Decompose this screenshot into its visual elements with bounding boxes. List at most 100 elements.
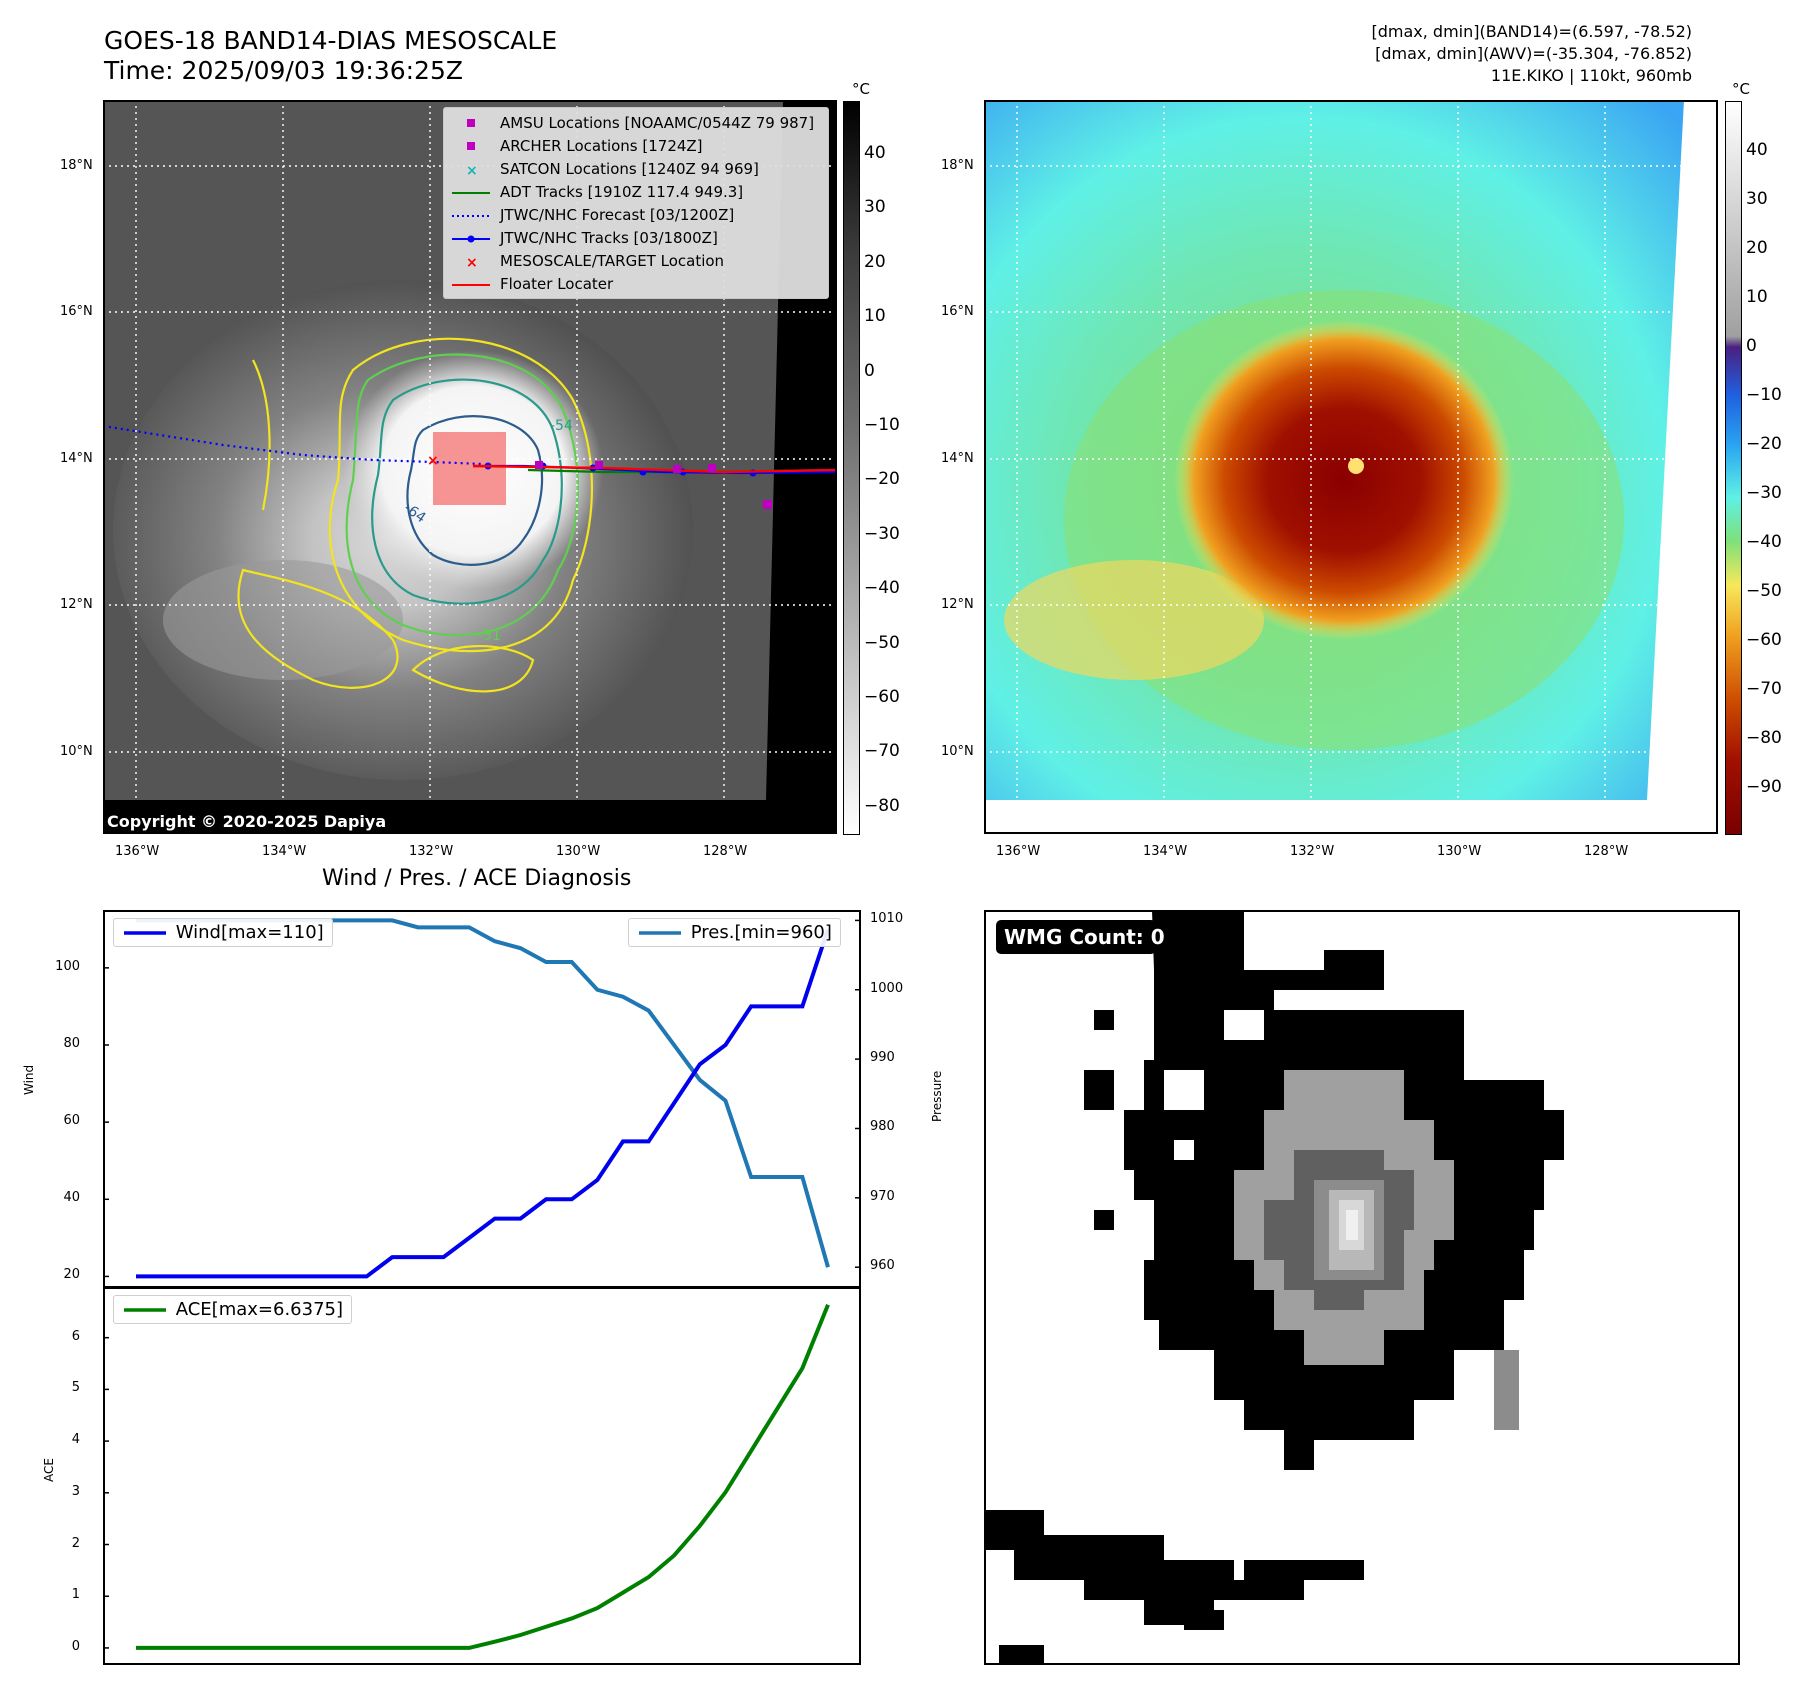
lat-label: 10°N [941,744,974,759]
legend-archer: ARCHER Locations [1724Z] [450,135,824,158]
lon-label: 128°W [703,844,748,859]
ir-rainband [163,560,403,680]
lon-label: 136°W [115,844,160,859]
pressure-tick-label: 970 [870,1188,895,1204]
colorbar-right-tick: −10 [1746,385,1782,405]
colorbar-left-tick: 20 [864,251,886,272]
awv-gridlines [984,100,1718,834]
wind-ylabel: Wind [22,1064,36,1095]
colorbar-right-tick: −20 [1746,434,1782,454]
wmg-gray-patch [1494,1350,1519,1430]
lat-label: 18°N [60,158,93,173]
colorbar-left-tick: −80 [864,795,900,816]
ace-tick-label: 2 [71,1535,80,1551]
colorbar-left-unit: °C [852,80,870,98]
ace-tick-label: 0 [71,1638,80,1654]
colorbar-right-unit: °C [1732,80,1750,98]
ace-tick-label: 3 [71,1483,80,1499]
colorbar-right-tick: −80 [1746,728,1782,748]
ir-map-frame [103,100,837,834]
lat-label: 12°N [60,597,93,612]
contour-label-31: -31 [478,628,501,644]
colorbar-left-tick: −60 [864,687,900,707]
pressure-tick-label: 980 [870,1119,895,1135]
wind-chart-frame [103,910,861,1288]
colorbar-left-tick: 40 [864,143,886,163]
colorbar-left-tick: −70 [864,741,900,762]
colorbar-right-tick: 0 [1746,336,1757,356]
ace-chart-frame [103,1287,861,1665]
copyright-strip [103,800,837,834]
colorbar-right-tick: −70 [1746,679,1782,699]
ace-tick-label: 4 [71,1432,80,1448]
ace-ylabel: ACE [42,1458,56,1482]
legend-jtwc: JTWC/NHC Tracks [03/1800Z] [450,227,824,250]
wmg-label-box [996,920,1156,954]
legend-forecast: JTWC/NHC Forecast [03/1200Z] [452,206,735,224]
colorbar-right-tick: −60 [1746,630,1782,650]
wind-legend: Wind[max=110] [113,918,333,947]
awv-map [984,100,1718,834]
copyright: Copyright © 2020-2025 Dapiya [107,812,386,831]
wmg-holes [1164,950,1394,1160]
wind-tick-label: 60 [63,1113,80,1129]
colorbar-left-tick: 30 [864,197,886,218]
wind-line [136,928,830,1279]
wind-tick-label: 80 [63,1036,80,1051]
lat-label: 16°N [941,304,974,319]
lon-label: 134°W [262,844,307,859]
legend-floater: Floater Locater [452,275,614,293]
wind-tick-label: 40 [63,1190,80,1206]
colorbar-left-tick: −10 [864,415,900,435]
awv-map-frame [984,100,1718,834]
diagnosis-title: Wind / Pres. / ACE Diagnosis [322,866,632,891]
pressure-tick-label: 1010 [870,911,904,927]
colorbar-right-tick: 30 [1746,189,1768,209]
target-box [433,432,506,505]
colorbar-right-tick: −50 [1746,581,1782,601]
mesoscale-marker: × [427,453,439,469]
pressure-tick-label: 1000 [870,980,904,996]
wmg-eye [1314,1180,1384,1280]
wmg-panel-frame [984,910,1740,1665]
legend-amsu: AMSU Locations [NOAAMC/0544Z 79 987] [450,112,824,135]
colorbar-left-tick: −40 [864,578,900,599]
legend-satcon: × SATCON Locations [1240Z 94 969] [466,160,759,179]
lon-label: 136°W [996,844,1041,859]
lat-label: 18°N [941,158,974,173]
storm-info: 11E.KIKO | 110kt, 960mb [1490,66,1692,85]
awv-rainband [1004,560,1264,680]
wind-tick-label: 20 [63,1267,80,1283]
ace-line [136,1303,830,1650]
colorbar-left-tick: 0 [864,360,875,381]
map-legend: AMSU Locations [NOAAMC/0544Z 79 987] ARC… [443,107,829,299]
lat-label: 14°N [60,451,93,466]
colorbar-right-tick: 10 [1746,287,1768,307]
pressure-ylabel: Pressure [930,1070,944,1122]
figure-time: Time: 2025/09/03 19:36:25Z [104,56,463,85]
ir-contours [237,337,593,693]
lat-label: 12°N [941,597,974,612]
colorbar-right-tick: −40 [1746,532,1782,552]
stats-band14: [dmax, dmin](BAND14)=(6.597, -78.52) [1371,22,1693,41]
lat-label: 10°N [60,744,93,759]
lat-label: 16°N [60,304,93,319]
lon-label: 128°W [1584,844,1629,859]
colorbar-left [843,101,860,835]
ace-tick-label: 1 [71,1587,80,1603]
colorbar-right [1725,101,1742,835]
ace-tick-label: 5 [71,1380,80,1396]
wmg-count-label: WMG Count: 0 [1004,925,1165,949]
pressure-tick-label: 990 [870,1050,895,1066]
awv-core [1174,320,1514,640]
colorbar-left-tick: 10 [864,306,886,327]
amsu-archer-markers [535,461,772,509]
wind-tick-label: 100 [55,958,80,974]
lat-label: 14°N [941,451,974,466]
colorbar-right-tick: −30 [1746,483,1782,503]
colorbar-left-tick: −20 [864,469,900,490]
figure-title: GOES-18 BAND14-DIAS MESOSCALE [104,26,558,55]
stats-awv: [dmax, dmin](AWV)=(-35.304, -76.852) [1375,44,1692,63]
ace-tick-label: 6 [71,1328,80,1344]
pressure-legend: Pres.[min=960] [628,918,841,947]
